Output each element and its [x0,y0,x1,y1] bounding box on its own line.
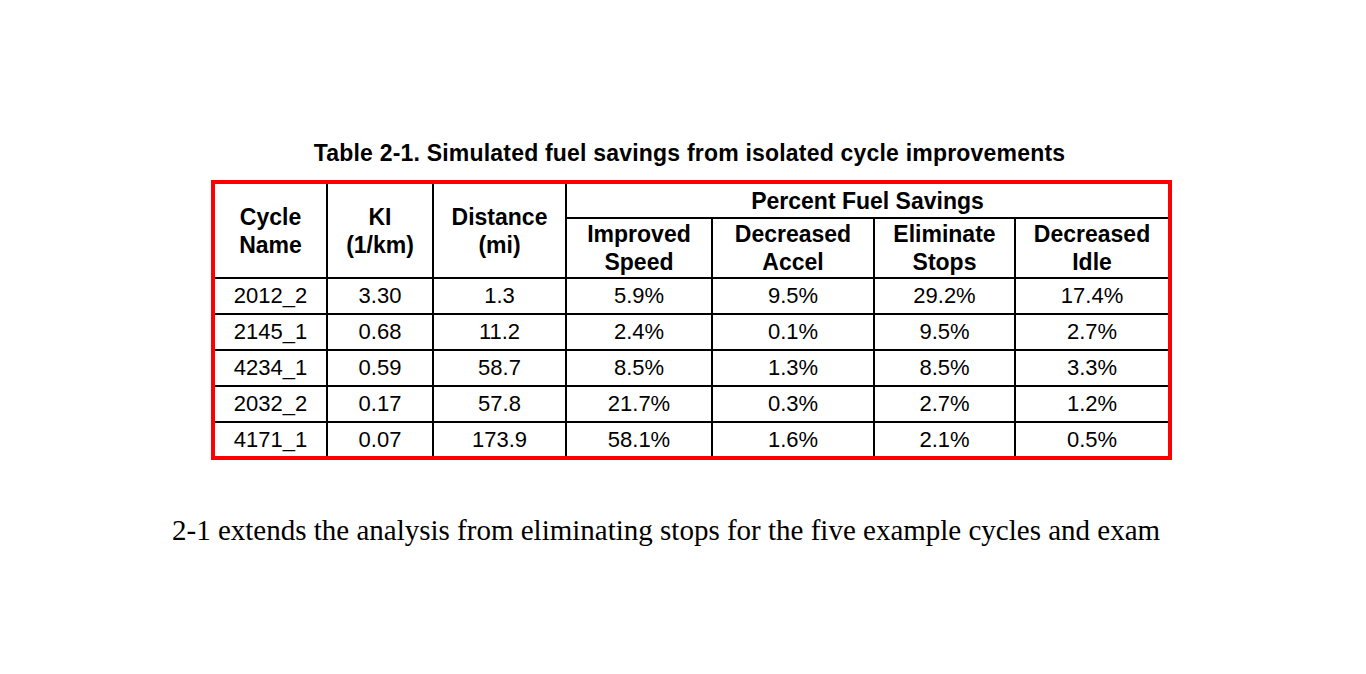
cell-ki: 0.07 [327,422,433,458]
cell-distance: 173.9 [433,422,566,458]
cell-distance: 1.3 [433,278,566,314]
col-header-line: Eliminate [875,220,1014,248]
cell-improved-speed: 21.7% [566,386,712,422]
cell-decreased-idle: 17.4% [1015,278,1170,314]
col-header-line: Name [215,231,326,259]
cell-decreased-accel: 0.3% [712,386,874,422]
col-header-line: Cycle [215,203,326,231]
col-header-line: Stops [875,248,1014,276]
cell-decreased-idle: 1.2% [1015,386,1170,422]
cell-eliminate-stops: 2.1% [874,422,1015,458]
cell-eliminate-stops: 9.5% [874,314,1015,350]
cell-decreased-idle: 0.5% [1015,422,1170,458]
col-header-line: Decreased [713,220,873,248]
cell-distance: 58.7 [433,350,566,386]
col-header-ki: KI (1/km) [327,182,433,278]
col-header-line: Improved [567,220,711,248]
document-page: Table 2-1. Simulated fuel savings from i… [0,0,1366,674]
cell-cycle-name: 2145_1 [213,314,327,350]
col-header-line: Distance [434,203,565,231]
cell-cycle-name: 2012_2 [213,278,327,314]
cell-decreased-accel: 9.5% [712,278,874,314]
header-row-group: Cycle Name KI (1/km) Distance (mi) Perce… [213,182,1170,218]
cell-decreased-accel: 1.3% [712,350,874,386]
cell-distance: 11.2 [433,314,566,350]
col-header-eliminate-stops: Eliminate Stops [874,218,1015,278]
col-header-line: Accel [713,248,873,276]
table-caption: Table 2-1. Simulated fuel savings from i… [211,140,1168,167]
col-group-header-percent-fuel-savings: Percent Fuel Savings [566,182,1170,218]
cell-eliminate-stops: 8.5% [874,350,1015,386]
table-row: 2145_1 0.68 11.2 2.4% 0.1% 9.5% 2.7% [213,314,1170,350]
col-header-decreased-accel: Decreased Accel [712,218,874,278]
cell-decreased-idle: 2.7% [1015,314,1170,350]
cell-ki: 0.17 [327,386,433,422]
col-header-line: Idle [1016,248,1168,276]
cell-distance: 57.8 [433,386,566,422]
col-header-decreased-idle: Decreased Idle [1015,218,1170,278]
table-row: 4171_1 0.07 173.9 58.1% 1.6% 2.1% 0.5% [213,422,1170,458]
col-header-line: (1/km) [328,231,432,259]
cell-ki: 0.59 [327,350,433,386]
cell-ki: 0.68 [327,314,433,350]
cell-cycle-name: 4234_1 [213,350,327,386]
cell-decreased-accel: 1.6% [712,422,874,458]
col-header-distance: Distance (mi) [433,182,566,278]
cell-cycle-name: 2032_2 [213,386,327,422]
cell-cycle-name: 4171_1 [213,422,327,458]
cell-improved-speed: 58.1% [566,422,712,458]
cell-improved-speed: 5.9% [566,278,712,314]
cell-decreased-accel: 0.1% [712,314,874,350]
col-header-line: Decreased [1016,220,1168,248]
col-header-line: Speed [567,248,711,276]
col-header-cycle-name: Cycle Name [213,182,327,278]
col-header-line: KI [328,203,432,231]
cell-improved-speed: 2.4% [566,314,712,350]
cell-decreased-idle: 3.3% [1015,350,1170,386]
col-header-improved-speed: Improved Speed [566,218,712,278]
cell-ki: 3.30 [327,278,433,314]
cell-eliminate-stops: 29.2% [874,278,1015,314]
table-row: 2032_2 0.17 57.8 21.7% 0.3% 2.7% 1.2% [213,386,1170,422]
table-row: 4234_1 0.59 58.7 8.5% 1.3% 8.5% 3.3% [213,350,1170,386]
cell-eliminate-stops: 2.7% [874,386,1015,422]
fuel-savings-table: Cycle Name KI (1/km) Distance (mi) Perce… [211,180,1172,460]
paragraph-text: 2-1 extends the analysis from eliminatin… [172,514,1160,547]
cell-improved-speed: 8.5% [566,350,712,386]
col-header-line: (mi) [434,231,565,259]
table-row: 2012_2 3.30 1.3 5.9% 9.5% 29.2% 17.4% [213,278,1170,314]
